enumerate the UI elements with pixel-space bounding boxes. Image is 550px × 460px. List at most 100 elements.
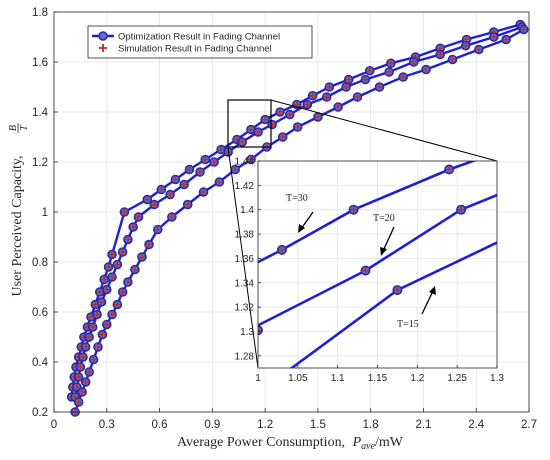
annotation-t30-arrowhead xyxy=(298,224,305,233)
series-2-sim-cross xyxy=(180,181,188,188)
inset-tick-layer: 1 1.05 1.1 1.15 1.2 1.25 1.3 1.28 1.3 1.32 1.34 1.3… xyxy=(235,157,505,385)
inset-x-tick-label: 1 xyxy=(255,373,261,384)
x-axis-label-text: Average Power Consumption, xyxy=(177,435,345,450)
inset-x-tick-label: 1.3 xyxy=(490,373,504,384)
y-tick-label: 1.8 xyxy=(32,7,48,19)
series-3-sim-cross xyxy=(314,113,322,121)
series-1-sim-cross xyxy=(309,92,316,99)
y-tick-label: 0.8 xyxy=(32,257,48,269)
series-3-sim-cross xyxy=(294,123,301,131)
main-tick-layer: 0 0.3 0.6 0.9 1.2 1.5 1.8 2.1 2.4 2.7 0.2 0.4 0.6 0.8… xyxy=(32,7,537,431)
series-2-sim-cross xyxy=(323,93,330,101)
series-3-sim-cross xyxy=(216,178,223,186)
zoom-connector-bottom xyxy=(227,146,259,369)
series-3-sim-cross xyxy=(232,166,239,173)
series-2-sim-cross xyxy=(85,333,93,341)
inset-x-tick-label: 1.05 xyxy=(288,373,308,384)
inset-y-tick-label: 1.44 xyxy=(235,157,255,168)
legend: Optimization Result in Fading Channel Si… xyxy=(87,25,313,59)
series-2-sim-cross xyxy=(75,373,82,381)
series-3-sim-cross xyxy=(475,46,483,53)
inset-x-tick-label: 1.1 xyxy=(331,373,345,384)
x-tick-label: 2.4 xyxy=(468,419,485,431)
series-2-sim-cross xyxy=(304,101,311,108)
inset-sim-cross xyxy=(394,286,401,294)
series-1-sim-cross xyxy=(202,156,209,163)
series-1-sim-cross xyxy=(105,263,112,271)
x-tick-label: 1.5 xyxy=(310,419,326,431)
y-axis-label-frac-den: T xyxy=(19,124,30,131)
series-3-sim-cross xyxy=(124,278,132,286)
inset-sim-cross xyxy=(278,246,286,254)
series-1-sim-cross xyxy=(121,208,128,216)
series-3-sim-cross xyxy=(376,83,383,91)
series-2-sim-cross xyxy=(490,33,498,41)
legend-circle-marker xyxy=(98,31,108,41)
series-1-sim-cross xyxy=(186,166,193,173)
legend-cross-marker xyxy=(99,44,107,52)
series-3-sim-cross xyxy=(449,56,456,63)
x-tick-label: 0.3 xyxy=(99,419,115,431)
x-axis-label-sub: ave xyxy=(361,441,375,452)
inset-y-tick-label: 1.3 xyxy=(240,327,254,338)
zoom-region-box xyxy=(227,99,272,148)
series-1-sim-cross xyxy=(326,83,333,91)
annotation-t15-label: T=15 xyxy=(397,319,419,330)
x-axis-label-unit: /mW xyxy=(375,435,404,450)
series-1-sim-cross xyxy=(387,60,395,67)
inset-sim-cross xyxy=(457,206,465,214)
series-1-sim-cross xyxy=(276,108,284,116)
y-tick-label: 1 xyxy=(42,207,48,219)
series-2-sim-cross xyxy=(82,343,89,351)
series-2-sim-cross xyxy=(119,248,126,256)
annotation-t30-label: T=30 xyxy=(286,193,308,204)
series-2-sim-cross xyxy=(210,158,218,166)
inset-sim-cross xyxy=(258,326,262,334)
series-1-sim-cross xyxy=(158,186,165,193)
series-2-sim-cross xyxy=(385,68,393,76)
inset-x-tick-label: 1.15 xyxy=(368,373,388,384)
series-3-sim-cross xyxy=(119,288,126,296)
series-2-sim-cross xyxy=(196,168,204,176)
y-tick-label: 1.4 xyxy=(32,107,49,119)
inset-y-tick-label: 1.32 xyxy=(235,303,255,314)
zoom-connector-top xyxy=(270,99,498,162)
y-tick-label: 0.6 xyxy=(32,307,48,319)
series-2-sim-cross xyxy=(135,213,142,221)
series-2-sim-cross xyxy=(73,383,81,391)
inset-y-tick-label: 1.42 xyxy=(235,181,255,192)
y-axis-label-text: User Perceived Capacity, xyxy=(10,156,25,297)
annotation-t20-arrowhead xyxy=(380,247,387,256)
series-2-sim-cross xyxy=(462,42,469,49)
series-2-sim-cross xyxy=(77,363,84,371)
x-tick-label: 2.1 xyxy=(415,419,431,431)
series-3-sim-cross xyxy=(520,26,527,33)
inset-series-line-2 xyxy=(258,193,497,327)
series-3-sim-cross xyxy=(90,356,97,363)
series-2-sim-cross xyxy=(362,76,369,83)
series-3-sim-cross xyxy=(502,36,510,43)
series-2-sim-cross xyxy=(114,261,121,268)
y-tick-label: 0.2 xyxy=(32,407,48,419)
inset-sim-cross xyxy=(350,206,357,214)
y-tick-label: 1.6 xyxy=(32,57,48,69)
inset-sim-cross xyxy=(362,267,369,274)
x-tick-label: 0 xyxy=(51,419,57,431)
series-3-sim-cross xyxy=(200,188,207,196)
series-3-sim-cross xyxy=(168,213,176,221)
series-1-sim-cross xyxy=(96,288,103,296)
annotation-t20: T=20 xyxy=(373,213,395,256)
series-3-sim-cross xyxy=(108,311,116,318)
series-2-sim-cross xyxy=(79,353,87,361)
series-1-sim-cross xyxy=(144,196,151,203)
inset-y-tick-label: 1.34 xyxy=(235,278,255,289)
series-2-sim-cross xyxy=(268,121,276,128)
y-tick-label: 0.4 xyxy=(32,357,49,369)
series-3-sim-cross xyxy=(154,226,161,233)
series-2-sim-cross xyxy=(436,51,444,58)
series-1-sim-cross xyxy=(217,146,225,153)
series-3-sim-cross xyxy=(103,321,110,328)
inset-x-tick-label: 1.2 xyxy=(410,373,424,384)
series-3-sim-cross xyxy=(131,266,139,273)
